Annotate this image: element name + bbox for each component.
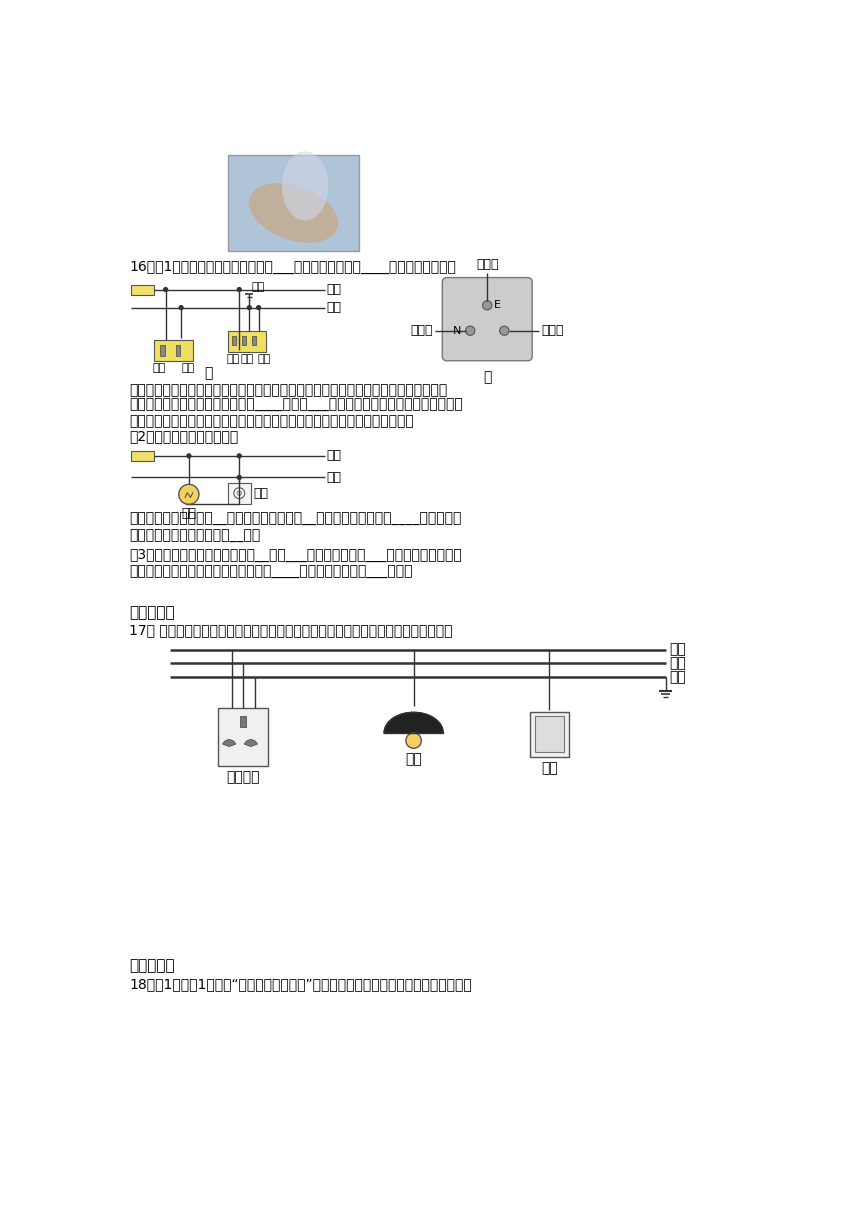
Text: 火线: 火线 <box>669 642 686 657</box>
Bar <box>240 716 246 726</box>
Circle shape <box>237 491 242 495</box>
Bar <box>252 336 256 345</box>
Text: 16．（1）插座种类：常见的插座有___插座（甲图左）和____插座（甲图右）。: 16．（1）插座种类：常见的插座有___插座（甲图左）和____插座（甲图右）。 <box>129 260 456 274</box>
Bar <box>228 331 267 353</box>
Text: 三孔插座: 三孔插座 <box>226 771 260 784</box>
Bar <box>242 336 246 345</box>
Text: 安装：把三脚插头插在三孔插座里，在把用电部分连入电路的同时，也把用电器的金属: 安装：把三脚插头插在三孔插座里，在把用电部分连入电路的同时，也把用电器的金属 <box>129 383 447 398</box>
Text: 外壳与大地连接起来，防止了外壳____引起的___事故。（万一用电器的外壳和电源火: 外壳与大地连接起来，防止了外壳____引起的___事故。（万一用电器的外壳和电源… <box>129 399 463 412</box>
Ellipse shape <box>282 151 329 220</box>
Bar <box>131 285 154 294</box>
Bar <box>218 708 268 766</box>
Text: N: N <box>452 326 461 336</box>
Text: 接零线: 接零线 <box>410 325 433 337</box>
Text: 四、作图题: 四、作图题 <box>129 604 175 620</box>
Circle shape <box>500 326 509 336</box>
Text: 的灯座螺丝口相接的必须是__线。: 的灯座螺丝口相接的必须是__线。 <box>129 529 261 544</box>
Text: 零线: 零线 <box>152 362 166 372</box>
Text: 接地线: 接地线 <box>476 258 499 271</box>
Text: 灯泡: 灯泡 <box>405 753 422 766</box>
Text: 零线: 零线 <box>327 302 341 314</box>
Circle shape <box>248 305 251 310</box>
Circle shape <box>256 305 261 310</box>
Bar <box>231 336 236 345</box>
Text: 乙: 乙 <box>483 370 491 384</box>
Circle shape <box>465 326 475 336</box>
Text: 地线: 地线 <box>669 670 686 685</box>
Text: 接触笔尾的金属体。用试电笔测火线时____会发光；测零线时___发光。: 接触笔尾的金属体。用试电笔测火线时____会发光；测零线时___发光。 <box>129 564 413 579</box>
Text: （3）测电笔：用试电笔可以辨别__线和___线。使用时笔尖___被测的导线，手必须: （3）测电笔：用试电笔可以辨别__线和___线。使用时笔尖___被测的导线，手必… <box>129 548 462 562</box>
Circle shape <box>163 288 168 292</box>
Text: 零线: 零线 <box>669 657 686 670</box>
Bar <box>228 483 251 503</box>
Text: 火线: 火线 <box>257 354 270 364</box>
Text: 火线: 火线 <box>327 450 341 462</box>
Circle shape <box>406 733 421 748</box>
Text: 地线: 地线 <box>252 282 265 292</box>
Circle shape <box>179 484 199 505</box>
Text: 零线: 零线 <box>226 354 239 364</box>
Text: 开关: 开关 <box>253 486 268 500</box>
Text: 火线: 火线 <box>327 283 341 295</box>
Circle shape <box>237 454 241 457</box>
Bar <box>154 339 193 361</box>
Text: 零线: 零线 <box>241 354 254 364</box>
FancyBboxPatch shape <box>442 277 532 361</box>
Text: 火线: 火线 <box>182 362 195 372</box>
Bar <box>530 711 568 756</box>
Text: 甲: 甲 <box>204 366 212 381</box>
Circle shape <box>237 288 241 292</box>
Circle shape <box>237 475 241 479</box>
FancyBboxPatch shape <box>228 156 359 252</box>
Text: 灯泡: 灯泡 <box>181 507 196 520</box>
Circle shape <box>234 488 245 499</box>
Bar <box>175 345 181 356</box>
Text: （2）用电器（电灯）和开关: （2）用电器（电灯）和开关 <box>129 429 238 444</box>
Text: 18．（1）如图1是研究“短路引起熔丝熔断”的实验，电路熔断器中的熔丝应该选用熔点: 18．（1）如图1是研究“短路引起熔丝熔断”的实验，电路熔断器中的熔丝应该选用熔… <box>129 976 472 991</box>
Bar <box>535 716 564 751</box>
Bar <box>131 451 154 461</box>
Wedge shape <box>223 739 236 747</box>
Circle shape <box>482 300 492 310</box>
Text: 零线: 零线 <box>327 471 341 484</box>
Circle shape <box>179 305 183 310</box>
Text: 线之间的绵缘损坏，使外壳带电，电流就会流入大地，不致对人造成伤害。）: 线之间的绵缘损坏，使外壳带电，电流就会流入大地，不致对人造成伤害。） <box>129 413 414 428</box>
Text: 开关: 开关 <box>541 761 557 775</box>
Ellipse shape <box>249 184 338 243</box>
Circle shape <box>187 454 191 457</box>
Text: E: E <box>494 300 501 310</box>
Text: 家庭电路中各用电器是__联的。开关和用电器__联，开关必须串联在____中。与灯泡: 家庭电路中各用电器是__联的。开关和用电器__联，开关必须串联在____中。与灯… <box>129 512 462 527</box>
Wedge shape <box>244 739 257 747</box>
Polygon shape <box>384 713 443 733</box>
Text: 17． 请将如图所示的电灯、开关和三孔插座正确接入家庭电路中，开关需控制电灯。: 17． 请将如图所示的电灯、开关和三孔插座正确接入家庭电路中，开关需控制电灯。 <box>129 624 452 637</box>
Bar <box>160 345 165 356</box>
Text: 接火线: 接火线 <box>542 325 564 337</box>
Text: 五、实验题: 五、实验题 <box>129 958 175 973</box>
